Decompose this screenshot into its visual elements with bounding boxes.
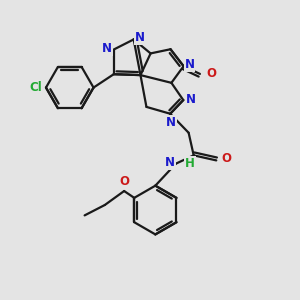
Text: N: N — [166, 116, 176, 129]
Text: O: O — [206, 68, 216, 80]
Text: O: O — [119, 175, 129, 188]
Text: Cl: Cl — [30, 81, 42, 94]
Text: N: N — [186, 93, 196, 106]
Text: N: N — [102, 42, 112, 56]
Text: O: O — [222, 152, 232, 165]
Text: N: N — [165, 156, 175, 169]
Text: N: N — [184, 58, 194, 71]
Text: H: H — [185, 157, 195, 170]
Text: N: N — [134, 32, 145, 44]
